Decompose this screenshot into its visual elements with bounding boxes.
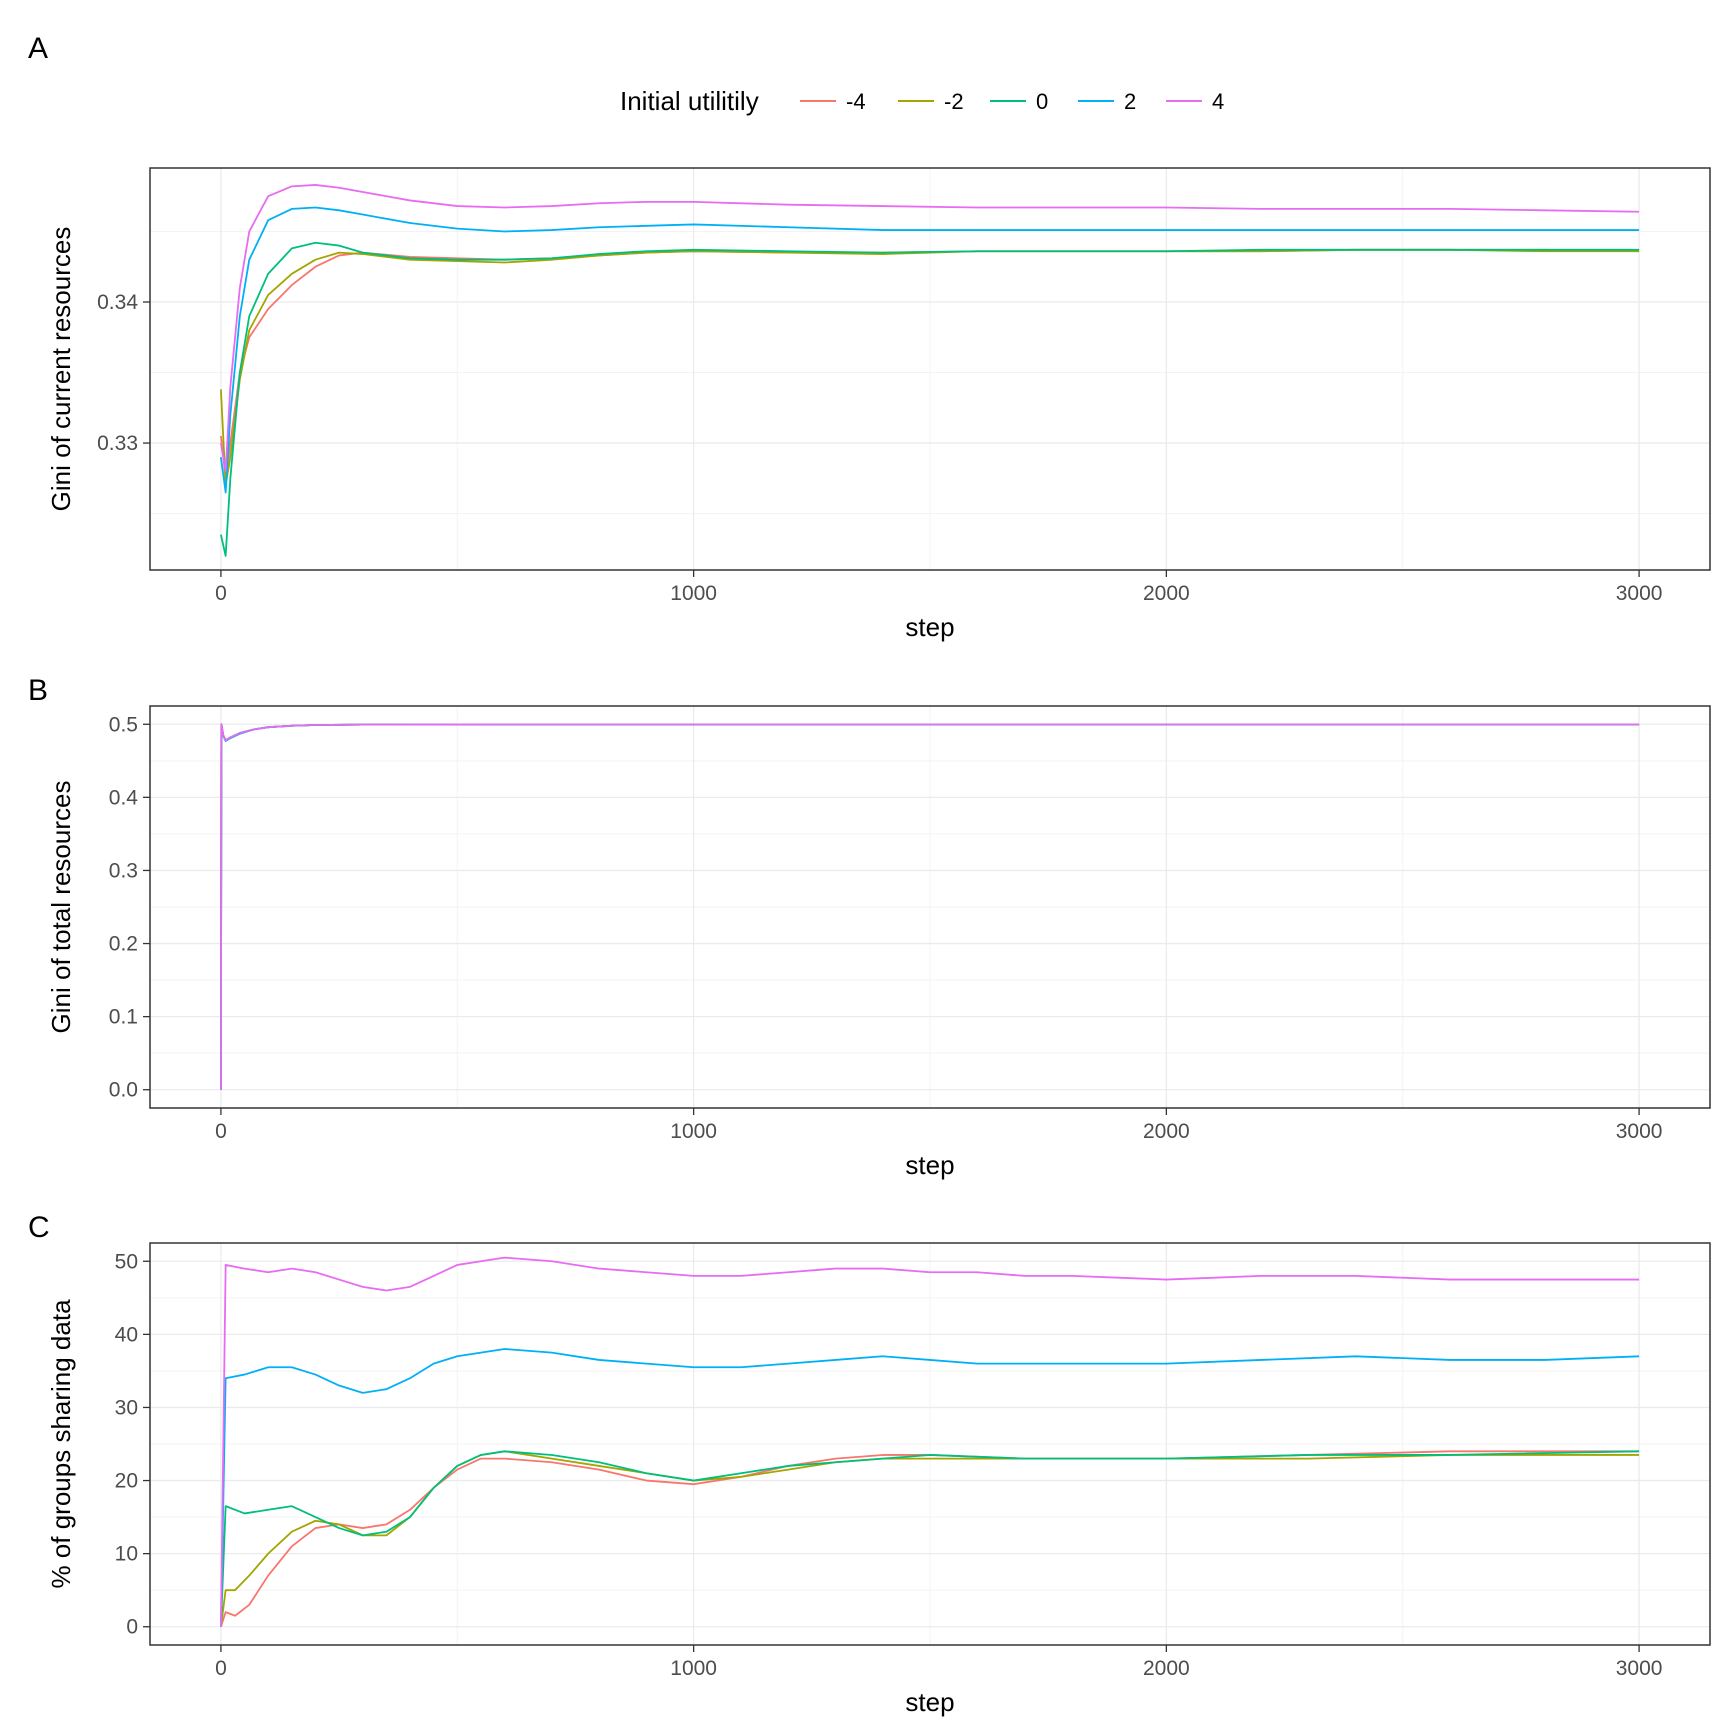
panel-a: A 0 1000 2000 3000 0.33 0.34 step Gini of curren… — [28, 32, 1711, 642]
legend-item: 2 — [1078, 89, 1136, 114]
x-tick-label: 3000 — [1616, 582, 1663, 605]
x-tick-label: 3000 — [1616, 1120, 1663, 1143]
x-tick-label: 0 — [215, 1120, 227, 1143]
x-tick-label: 0 — [215, 1657, 227, 1680]
panel-label: B — [28, 674, 48, 707]
y-axis-title: Gini of total resources — [46, 781, 76, 1034]
panel-label: A — [28, 32, 48, 65]
series-group — [220, 1256, 1640, 1628]
legend-item: 4 — [1166, 89, 1224, 114]
legend-item: -4 — [800, 89, 866, 114]
y-tick-label: 0.34 — [97, 291, 138, 314]
y-axis-title: Gini of current resources — [46, 227, 76, 512]
series-line-0 — [220, 1450, 1640, 1627]
y-tick-label: 50 — [115, 1250, 138, 1273]
legend-item: -2 — [898, 89, 964, 114]
panel-c: C 0 1000 2000 3000 0 10 20 30 40 50 step % of groups… — [28, 1211, 1711, 1717]
y-tick-label: 0.33 — [97, 432, 138, 455]
series-group — [220, 184, 1640, 557]
legend-title: Initial utilitily — [620, 86, 759, 116]
x-tick-label: 1000 — [670, 1657, 717, 1680]
series-group — [220, 723, 1640, 1090]
x-tick-label: 1000 — [670, 1120, 717, 1143]
series-line-4 — [220, 184, 1640, 473]
y-tick-label: 0.3 — [109, 859, 138, 882]
y-tick-label: 0 — [126, 1616, 138, 1639]
plot-frame — [149, 705, 1711, 1109]
x-tick-label: 0 — [215, 582, 227, 605]
series-line--2 — [220, 248, 1640, 487]
legend-label: 0 — [1036, 89, 1048, 114]
y-axis-title: % of groups sharing data — [46, 1299, 76, 1589]
grid — [150, 1243, 1710, 1645]
y-tick-label: 0.4 — [109, 786, 139, 809]
legend-item: 0 — [990, 89, 1048, 114]
y-tick-label: 20 — [115, 1470, 138, 1493]
series-line-4 — [220, 723, 1640, 1090]
x-tick-label: 3000 — [1616, 1657, 1663, 1680]
x-axis-title: step — [905, 1687, 954, 1717]
y-tick-label: 0.5 — [109, 713, 138, 736]
x-tick-label: 2000 — [1143, 1120, 1190, 1143]
panel-b: B 0 1000 2000 3000 0.0 0.1 0.2 0.3 0.4 0.5 step Gini… — [28, 674, 1711, 1180]
y-tick-label: 30 — [115, 1396, 138, 1419]
legend-label: -4 — [846, 89, 866, 114]
y-tick-label: 0.2 — [109, 933, 138, 956]
x-tick-label: 2000 — [1143, 1657, 1190, 1680]
series-line-4 — [220, 1256, 1640, 1627]
legend-label: 2 — [1124, 89, 1136, 114]
series-line-2 — [220, 1348, 1640, 1627]
series-line-2 — [220, 206, 1640, 494]
y-tick-label: 0.0 — [109, 1079, 138, 1102]
legend-label: 4 — [1212, 89, 1224, 114]
x-axis-title: step — [905, 1150, 954, 1180]
y-tick-label: 0.1 — [109, 1006, 138, 1029]
x-tick-label: 1000 — [670, 582, 717, 605]
panel-label: C — [28, 1211, 50, 1244]
grid — [150, 168, 1710, 570]
plot-frame — [149, 1242, 1711, 1646]
x-axis-title: step — [905, 612, 954, 642]
legend: Initial utilitily -4 -2 0 2 4 — [620, 86, 1224, 116]
plot-frame — [149, 167, 1711, 571]
legend-label: -2 — [944, 89, 964, 114]
series-line-0 — [220, 241, 1640, 557]
y-tick-label: 40 — [115, 1323, 138, 1346]
y-tick-label: 10 — [115, 1543, 138, 1566]
grid — [150, 706, 1710, 1108]
x-tick-label: 2000 — [1143, 582, 1190, 605]
